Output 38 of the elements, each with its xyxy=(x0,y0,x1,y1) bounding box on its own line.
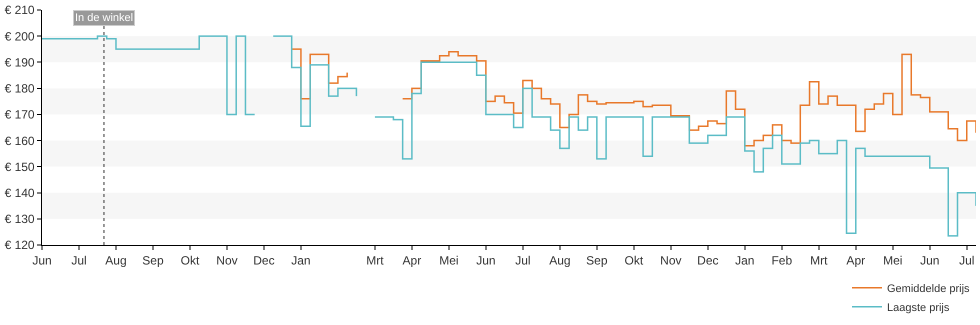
x-tick-label: Aug xyxy=(549,253,571,268)
x-tick-label: Feb xyxy=(771,253,792,268)
y-tick-label: € 180 xyxy=(4,82,35,96)
y-tick-label: € 210 xyxy=(4,3,35,18)
x-tick-label: Dec xyxy=(697,253,718,268)
x-tick-label: Jan xyxy=(291,253,311,268)
x-tick-label: Sep xyxy=(142,253,164,268)
x-tick-label: Okt xyxy=(180,253,200,268)
y-tick-label: € 150 xyxy=(4,160,35,174)
legend-label: Gemiddelde prijs xyxy=(887,282,970,295)
x-tick-label: Mrt xyxy=(366,253,384,268)
x-tick-label: Jan xyxy=(735,253,754,268)
x-tick-label: Jun xyxy=(920,253,940,268)
x-tick-label: Aug xyxy=(105,253,127,268)
y-tick-label: € 140 xyxy=(4,186,35,200)
annotation: In de winkel xyxy=(75,12,134,24)
x-tick-label: Mrt xyxy=(810,253,828,268)
x-tick-label: Jul xyxy=(515,253,531,268)
x-tick-label: Apr xyxy=(846,253,866,268)
x-tick-label: Jul xyxy=(71,253,87,268)
y-tick-label: € 160 xyxy=(4,134,35,148)
y-tick-label: € 120 xyxy=(4,238,35,252)
y-tick-label: € 170 xyxy=(4,108,35,122)
y-tick-label: € 130 xyxy=(4,212,35,226)
y-tick-label: € 190 xyxy=(4,55,35,70)
x-tick-label: Nov xyxy=(216,253,238,268)
x-tick-label: Okt xyxy=(624,253,644,268)
x-tick-label: Dec xyxy=(253,253,275,268)
x-tick-label: Mei xyxy=(439,253,459,268)
x-tick-label: Jun xyxy=(476,253,496,268)
y-tick-label: € 200 xyxy=(4,29,35,44)
x-tick-label: Nov xyxy=(660,253,682,268)
x-tick-label: Apr xyxy=(402,253,422,268)
x-tick-label: Jul xyxy=(959,253,974,268)
legend-label: Laagste prijs xyxy=(887,302,950,314)
x-tick-label: Jun xyxy=(32,253,52,268)
x-tick-label: Sep xyxy=(586,253,608,268)
x-tick-label: Mei xyxy=(883,253,902,268)
